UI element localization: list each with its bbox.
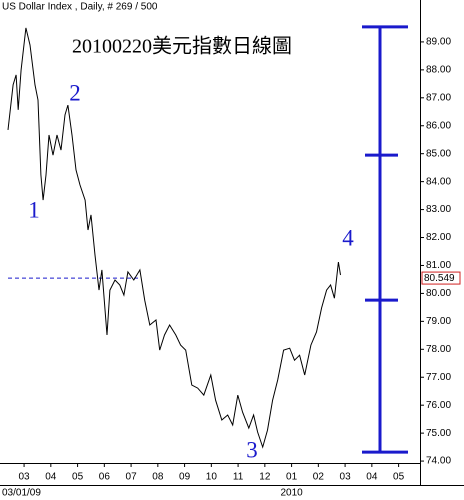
y-tick-label: 77.00	[426, 372, 451, 383]
x-tick-label: 09	[179, 472, 191, 483]
y-tick-label: 80.00	[426, 288, 451, 299]
x-tick-label: 05	[393, 472, 405, 483]
x-tick-label: 08	[152, 472, 164, 483]
y-tick-label: 76.00	[426, 400, 451, 411]
x-tick-label: 03	[340, 472, 352, 483]
x-tick-label: 01	[286, 472, 298, 483]
y-tick-label: 78.00	[426, 344, 451, 355]
wave-label: 3	[246, 437, 258, 462]
x-tick-label: 03	[19, 472, 31, 483]
y-tick-label: 88.00	[426, 65, 451, 76]
x-tick-label: 04	[45, 472, 57, 483]
x-tick-label: 11	[233, 472, 244, 483]
y-tick-label: 82.00	[426, 232, 451, 243]
chart-subtitle: 20100220美元指數日線圖	[72, 35, 292, 58]
wave-label: 2	[69, 80, 81, 105]
y-tick-label: 83.00	[426, 204, 451, 215]
x-tick-label: 06	[99, 472, 111, 483]
x-tick-label: 12	[259, 472, 271, 483]
y-tick-label: 74.00	[426, 456, 451, 467]
x-tick-label: 05	[72, 472, 84, 483]
chart-title: US Dollar Index , Daily, # 269 / 500	[2, 2, 158, 13]
x-tick-label: 10	[206, 472, 218, 483]
wave-label: 4	[342, 225, 354, 250]
x-tick-label: 02	[313, 472, 325, 483]
x-sublabel: 03/01/09	[2, 488, 41, 499]
y-tick-label: 86.00	[426, 120, 451, 131]
wave-label: 1	[28, 197, 40, 222]
x-sublabel: 2010	[280, 488, 303, 499]
price-line-series	[7, 27, 341, 449]
price-box	[421, 271, 461, 285]
x-tick-label: 07	[126, 472, 138, 483]
y-tick-label: 81.00	[426, 260, 451, 271]
y-tick-label: 87.00	[426, 92, 451, 103]
y-tick-label: 85.00	[426, 148, 451, 159]
y-tick-label: 84.00	[426, 176, 451, 187]
y-tick-label: 79.00	[426, 316, 451, 327]
y-tick-label: 75.00	[426, 428, 451, 439]
x-tick-label: 04	[366, 472, 378, 483]
y-tick-label: 89.00	[426, 37, 451, 48]
price-label: 80.549	[424, 273, 455, 284]
